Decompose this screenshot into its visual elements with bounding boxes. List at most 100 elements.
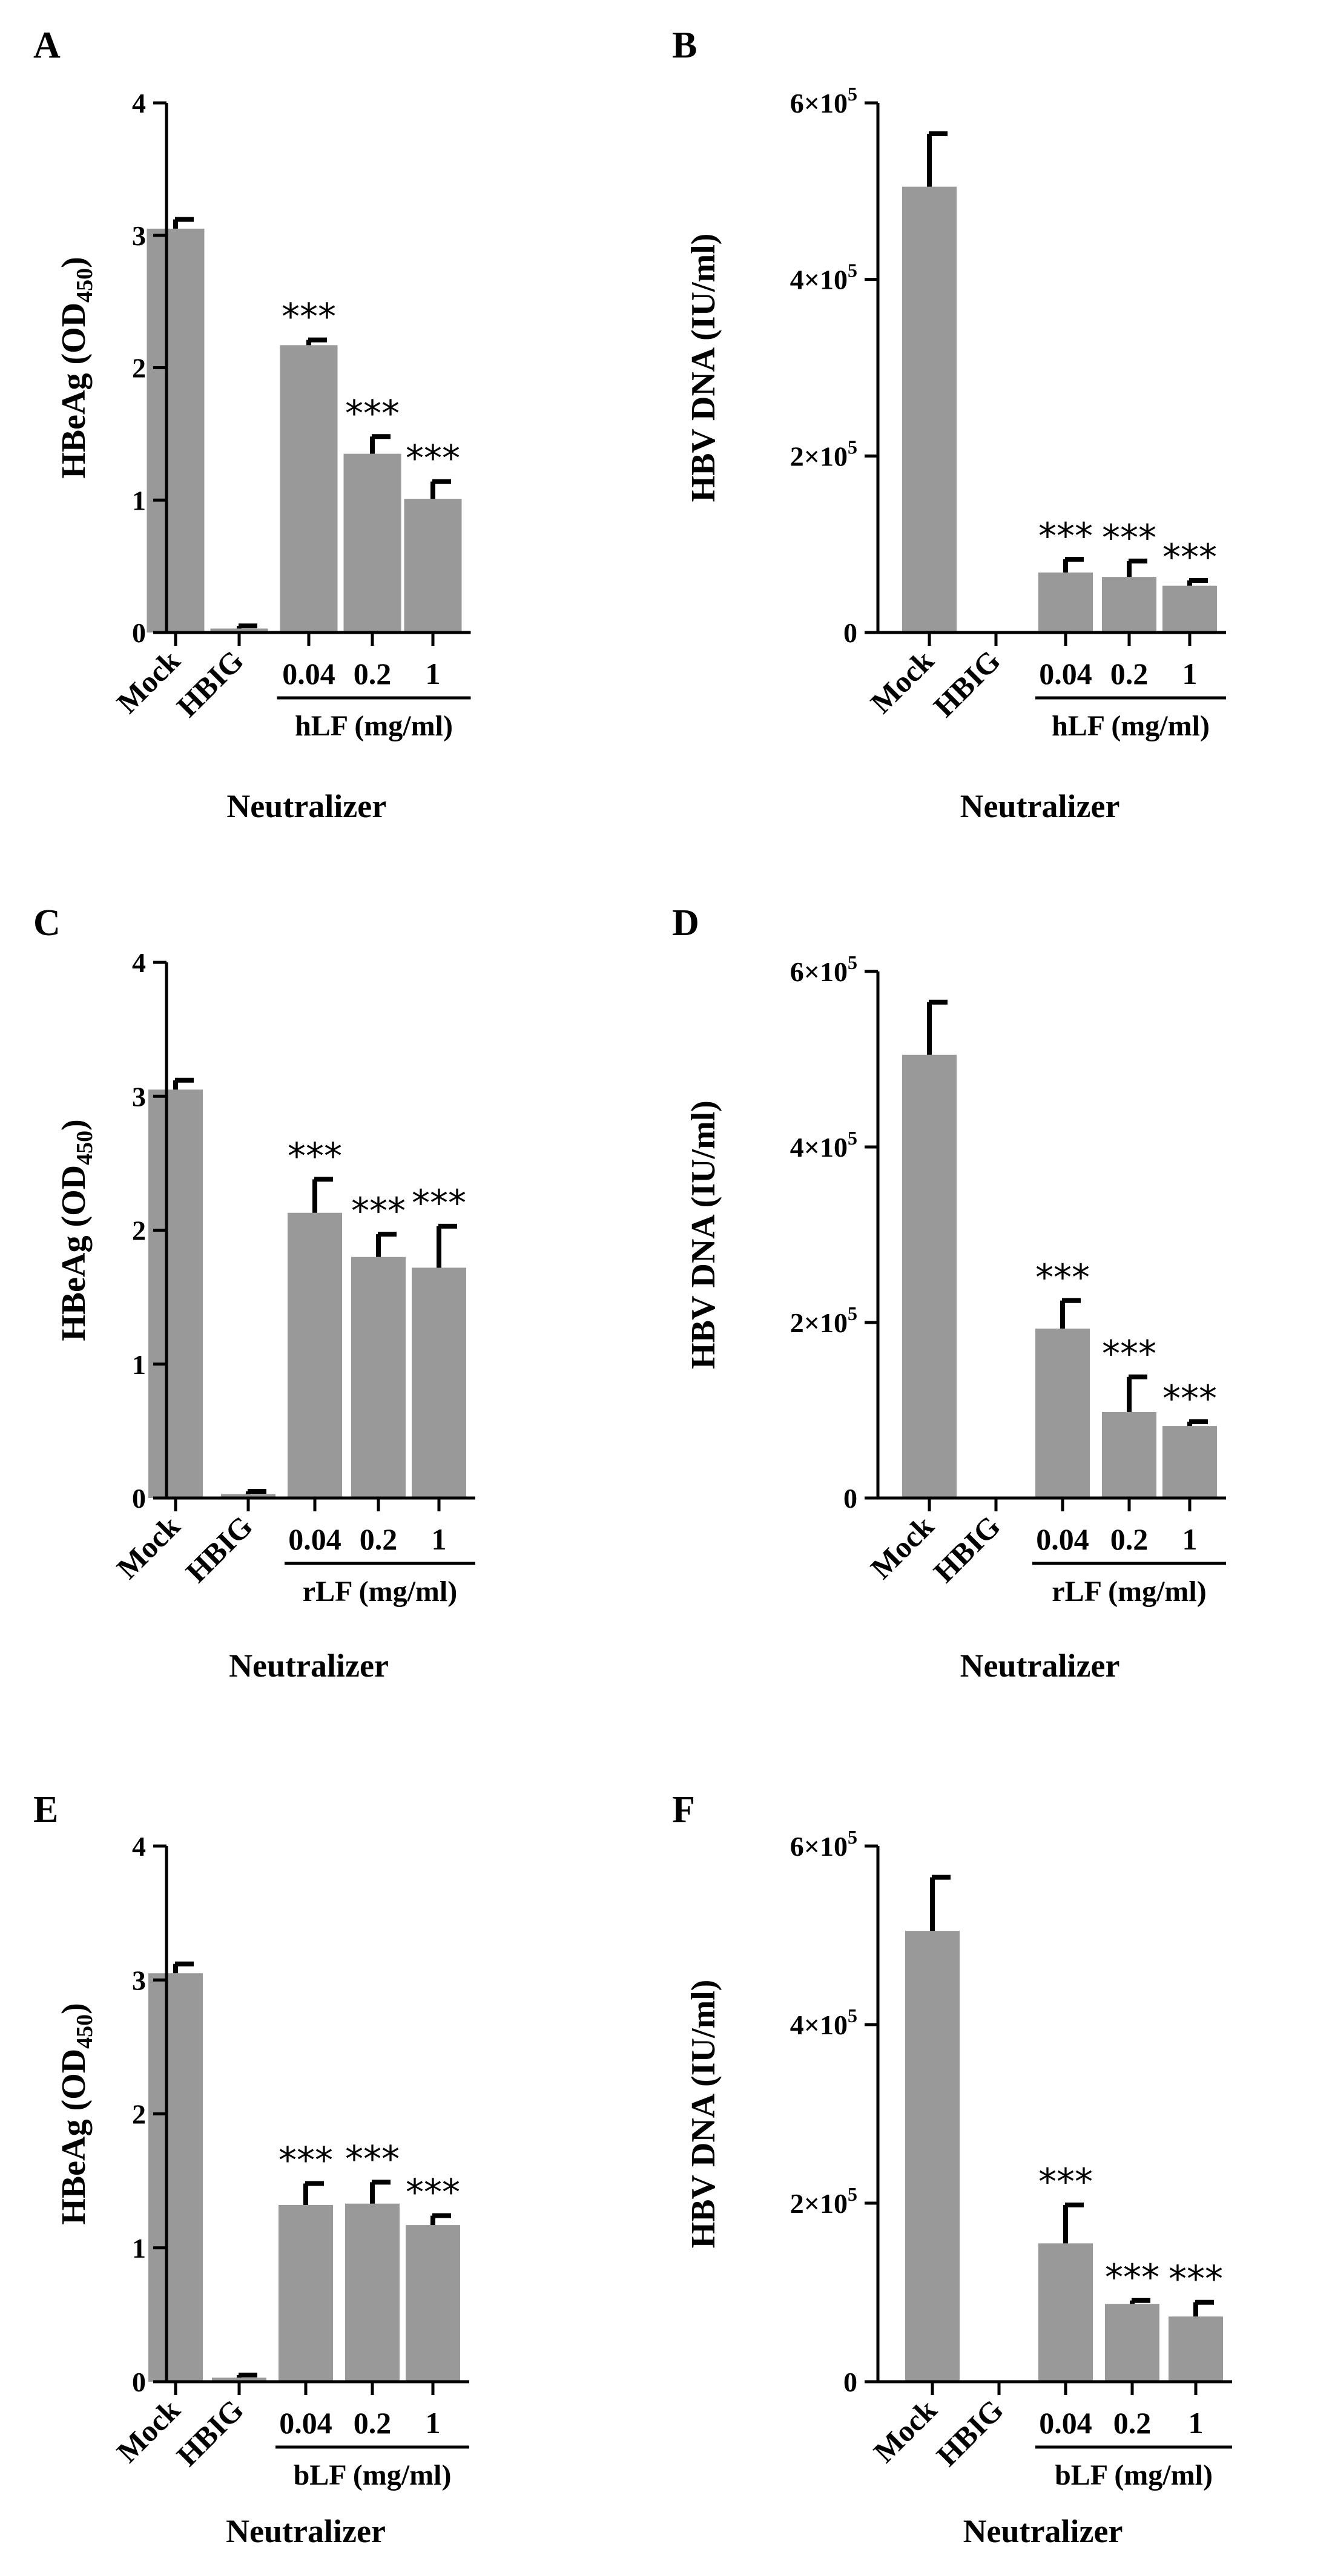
bar — [147, 228, 205, 632]
bar — [148, 1973, 203, 2382]
bar — [1105, 2304, 1159, 2382]
category-label: 0.2 — [1110, 657, 1149, 691]
y-tick-label: 4 — [132, 1831, 146, 1862]
panel-letter: B — [672, 25, 697, 66]
category-label: 0.04 — [1036, 1522, 1089, 1556]
significance-marker: *** — [279, 2140, 333, 2182]
significance-marker: *** — [345, 392, 400, 435]
x-axis-title: Neutralizer — [229, 1648, 389, 1684]
y-tick-label: 0 — [132, 1483, 146, 1514]
y-tick-label: 6×105 — [790, 951, 857, 987]
bar — [345, 2203, 400, 2382]
x-axis-title: Neutralizer — [226, 2513, 386, 2549]
group-label: rLF (mg/ml) — [303, 1576, 457, 1608]
y-tick-label: 0 — [132, 2367, 146, 2397]
significance-marker: *** — [1102, 517, 1156, 559]
bar — [351, 1257, 406, 1498]
bar — [1035, 1329, 1090, 1498]
significance-marker: *** — [406, 438, 460, 480]
panel-letter: C — [33, 902, 61, 944]
category-label: 0.04 — [279, 2406, 332, 2440]
group-label: bLF (mg/ml) — [294, 2459, 452, 2491]
y-tick-label: 3 — [132, 1965, 146, 1996]
category-label: HBIG — [170, 643, 250, 723]
bar — [1169, 2316, 1223, 2382]
category-label: 0.2 — [1110, 1522, 1149, 1556]
category-label: 0.04 — [282, 657, 335, 691]
bar — [905, 1931, 960, 2382]
category-label: HBIG — [927, 1509, 1007, 1589]
y-tick-label: 6×105 — [790, 83, 857, 119]
significance-marker: *** — [1169, 2258, 1223, 2301]
category-label: 0.04 — [288, 1522, 341, 1556]
category-label: Mock — [864, 1509, 940, 1585]
category-label: 0.2 — [354, 2406, 392, 2440]
significance-marker: *** — [406, 2172, 460, 2214]
significance-marker: *** — [1038, 515, 1093, 557]
bar — [404, 499, 462, 632]
category-label: 1 — [1182, 1522, 1198, 1556]
y-tick-label: 2×105 — [790, 436, 857, 472]
category-label: 1 — [1182, 657, 1198, 691]
bar — [1102, 577, 1156, 632]
bar — [406, 2225, 460, 2382]
y-tick-label: 4 — [132, 947, 146, 978]
panel-letter: D — [672, 902, 699, 944]
y-tick-label: 4×105 — [790, 1127, 857, 1163]
bar — [148, 1089, 203, 1498]
category-label: Mock — [110, 2393, 186, 2469]
group-label: hLF (mg/ml) — [1052, 710, 1210, 742]
significance-marker: *** — [282, 296, 336, 338]
y-tick-label: 4 — [132, 88, 146, 119]
significance-marker: *** — [1038, 2161, 1093, 2203]
bar — [1162, 1426, 1217, 1498]
significance-marker: *** — [345, 2138, 400, 2180]
significance-marker: *** — [1105, 2256, 1159, 2299]
category-label: 0.2 — [1113, 2406, 1152, 2440]
y-tick-label: 3 — [132, 1081, 146, 1112]
category-label: Mock — [110, 1509, 186, 1585]
category-label: Mock — [110, 643, 186, 720]
bar — [343, 453, 401, 632]
x-axis-title: Neutralizer — [960, 1648, 1120, 1684]
y-tick-label: 1 — [132, 2233, 146, 2264]
y-axis-title: HBV DNA (IU/ml) — [685, 1980, 722, 2249]
y-tick-label: 1 — [132, 485, 146, 516]
bar — [1038, 2243, 1093, 2382]
y-tick-label: 0 — [843, 1483, 857, 1514]
y-tick-label: 0 — [843, 617, 857, 648]
bar — [212, 2377, 266, 2382]
bar — [288, 1212, 342, 1498]
y-tick-label: 2 — [132, 353, 146, 384]
significance-marker: *** — [351, 1190, 406, 1232]
category-label: HBIG — [930, 2393, 1010, 2472]
y-tick-label: 0 — [843, 2367, 857, 2397]
bar — [279, 2204, 333, 2382]
significance-marker: *** — [1162, 1378, 1217, 1420]
panel-letter: E — [33, 1789, 58, 1830]
group-label: bLF (mg/ml) — [1055, 2459, 1213, 2491]
category-label: 0.04 — [1039, 2406, 1092, 2440]
y-tick-label: 4×105 — [790, 2005, 857, 2040]
category-label: Mock — [867, 2393, 943, 2469]
bar — [412, 1267, 466, 1498]
x-axis-title: Neutralizer — [963, 2513, 1123, 2549]
y-tick-label: 3 — [132, 220, 146, 251]
category-label: 0.04 — [1039, 657, 1092, 691]
significance-marker: *** — [1102, 1333, 1156, 1375]
y-tick-label: 4×105 — [790, 260, 857, 295]
category-label: 1 — [1189, 2406, 1204, 2440]
y-tick-label: 2 — [132, 2099, 146, 2130]
y-axis-title: HBeAg (OD450) — [55, 2003, 97, 2225]
panel-letter: A — [33, 25, 61, 66]
category-label: 1 — [426, 2406, 441, 2440]
y-tick-label: 6×105 — [790, 1826, 857, 1862]
group-label: rLF (mg/ml) — [1052, 1576, 1206, 1608]
y-tick-label: 2×105 — [790, 1303, 857, 1338]
